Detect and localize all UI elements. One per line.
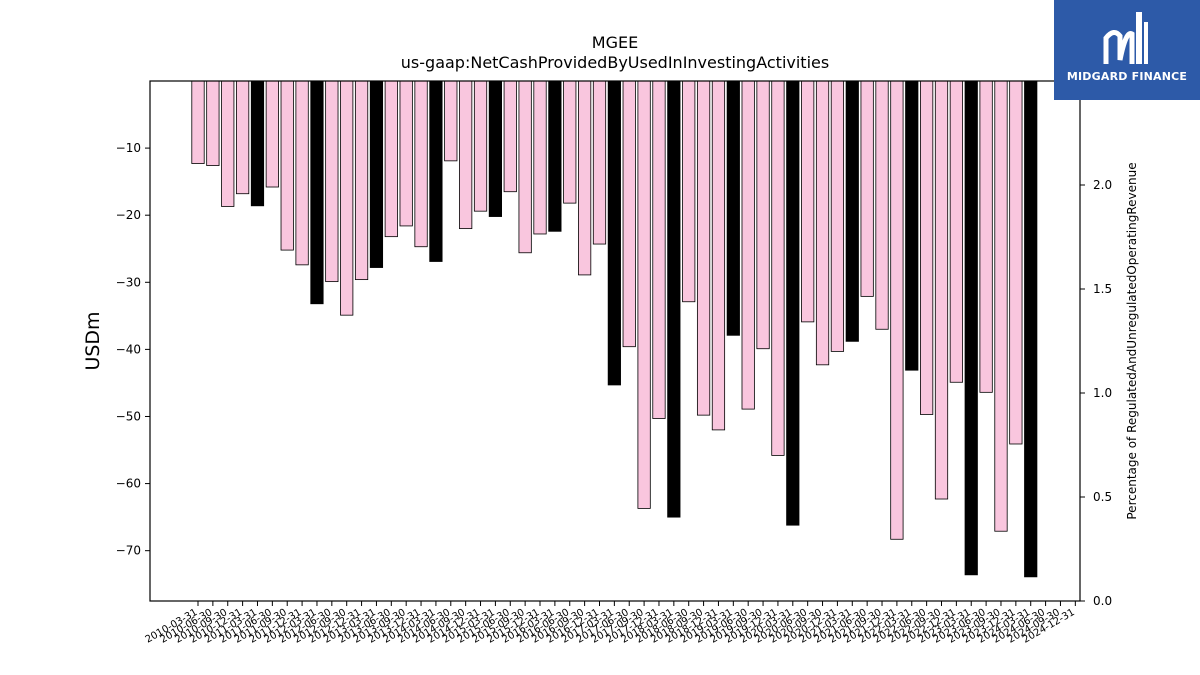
bar [637,80,651,509]
bar [801,80,815,323]
bar [592,80,607,245]
bar [354,80,369,281]
bar [711,80,726,431]
bar [979,80,993,393]
bar [830,80,845,352]
bar [295,80,309,266]
bar [771,80,785,456]
bar [236,80,250,195]
bar [786,80,800,526]
bar [250,80,265,207]
bar [533,80,547,235]
bar [488,80,503,217]
bar [429,80,443,262]
y2-tick-label: 0.5 [1093,490,1112,504]
bar [994,80,1008,532]
y2-tick-label: 2.0 [1093,178,1112,192]
bar [875,80,889,330]
y-tick-label: −60 [116,477,141,491]
y-tick-label: −70 [116,544,141,558]
bar [682,80,696,303]
y2-axis-label: Percentage of RegulatedAndUnregulatedOpe… [1125,162,1139,519]
bar [949,80,963,383]
bar [815,80,830,366]
bar [444,80,458,162]
bar [503,80,517,193]
chart-title: MGEE [592,33,638,52]
y-tick-label: −50 [116,409,141,423]
bar [741,80,755,410]
bar [310,80,324,305]
x-axis: 2010-03-312010-06-302010-09-302010-12-31… [144,601,1077,646]
bar [845,80,859,342]
y2-tick-label: 1.5 [1093,282,1112,296]
bar [652,80,666,419]
bar [622,80,636,348]
bar [607,80,621,386]
bar [860,80,874,297]
bar [890,80,904,540]
bar [221,80,235,207]
bar [473,80,488,212]
bar [964,80,978,576]
bar [1024,80,1038,578]
y-axis: −10 −20 −30 −40 −50 −60 −70 [116,141,150,558]
bar [265,80,279,188]
bar [920,80,934,415]
chart-subtitle: us-gaap:NetCashProvidedByUsedInInvesting… [401,53,829,72]
logo-text: MIDGARD FINANCE [1066,70,1188,83]
y-tick-label: −20 [116,208,141,222]
bar [696,80,711,416]
bar [206,80,220,166]
y2-axis: 0.0 0.5 1.0 1.5 2.0 [1080,178,1112,608]
midgard-finance-logo: MIDGARD FINANCE [1054,0,1200,100]
bar [934,80,949,500]
bar [518,80,532,254]
bar [578,80,592,276]
y2-tick-label: 0.0 [1093,594,1112,608]
bar [325,80,339,283]
bar [340,80,354,316]
bar [280,80,294,251]
y-tick-label: −40 [116,342,141,356]
bar [563,80,577,204]
bar [905,80,919,371]
bar [756,80,770,350]
bar [459,80,473,230]
y2-tick-label: 1.0 [1093,386,1112,400]
bar [667,80,681,518]
bar [369,80,384,268]
y-axis-label: USDm [82,311,104,370]
bar [191,80,205,164]
plot-frame [149,80,1081,602]
bar [384,80,398,238]
bar [726,80,740,336]
midgard-logo-icon [1103,12,1148,64]
y-tick-label: −10 [116,141,141,155]
bar [1009,80,1023,445]
bar [399,80,413,227]
bar [548,80,562,232]
y-tick-label: −30 [116,275,141,289]
bar [414,80,428,248]
bars-group [191,80,1038,578]
